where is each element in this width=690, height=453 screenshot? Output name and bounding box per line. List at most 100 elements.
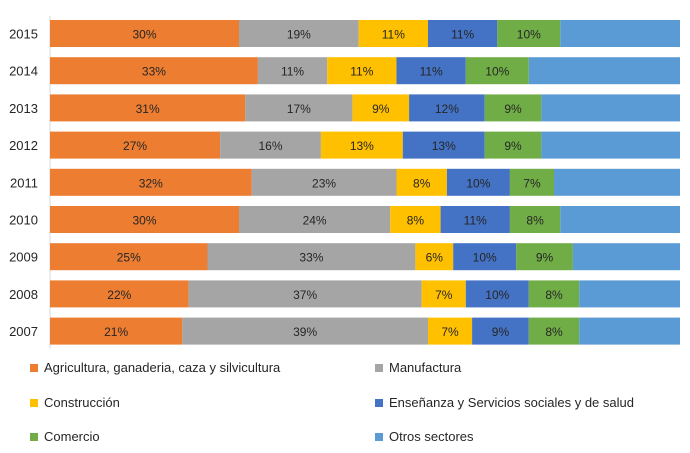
bar-segment bbox=[358, 20, 428, 47]
data-label: 10% bbox=[466, 176, 490, 190]
bar-segment bbox=[50, 57, 258, 85]
data-label: 33% bbox=[299, 251, 323, 265]
data-label: 7% bbox=[441, 325, 459, 339]
bar-segment bbox=[257, 57, 328, 85]
data-label: 23% bbox=[312, 176, 336, 190]
data-label: 9% bbox=[372, 102, 390, 116]
bar-segment bbox=[528, 280, 580, 308]
legend-swatch bbox=[30, 363, 38, 372]
bar-segment bbox=[50, 317, 183, 345]
bar-segment bbox=[207, 243, 416, 271]
bar-segment bbox=[50, 243, 208, 271]
bar-segment bbox=[320, 131, 403, 159]
legend-label: Enseñanza y Servicios sociales y de salu… bbox=[389, 395, 634, 410]
bar-segment bbox=[440, 206, 510, 233]
data-label: 19% bbox=[287, 28, 311, 42]
bar-segment bbox=[327, 57, 397, 85]
bar-segment bbox=[50, 20, 239, 47]
legend-swatch bbox=[30, 432, 38, 441]
y-tick-label: 2011 bbox=[10, 175, 38, 190]
legend-swatch bbox=[375, 398, 383, 407]
data-label: 6% bbox=[426, 251, 444, 265]
data-label: 8% bbox=[413, 176, 431, 190]
y-tick-label: 2014 bbox=[9, 64, 38, 79]
y-tick-label: 2007 bbox=[9, 324, 38, 339]
data-label: 21% bbox=[104, 325, 128, 339]
bar-segment bbox=[239, 206, 391, 233]
data-label: 11% bbox=[420, 65, 443, 79]
legend-swatch bbox=[375, 432, 383, 441]
data-label: 8% bbox=[526, 214, 544, 228]
chart-legend: Agricultura, ganaderia, caza y silvicult… bbox=[0, 356, 690, 453]
data-label: 25% bbox=[117, 251, 141, 265]
bar-segment bbox=[188, 280, 422, 308]
data-label: 11% bbox=[382, 28, 405, 42]
data-label: 12% bbox=[435, 102, 459, 116]
legend-item: Construcción bbox=[30, 395, 120, 410]
bar-segment bbox=[484, 94, 542, 122]
bar-segment bbox=[541, 94, 680, 122]
bar-segment bbox=[415, 243, 454, 271]
bar-segment bbox=[497, 20, 561, 47]
bar-segment bbox=[428, 317, 473, 345]
bar-segment bbox=[453, 243, 517, 271]
data-label: 17% bbox=[287, 102, 311, 116]
y-tick-label: 2010 bbox=[9, 213, 38, 228]
y-tick-label: 2008 bbox=[9, 287, 38, 302]
bar-segment bbox=[472, 317, 529, 345]
bar-segment bbox=[50, 206, 239, 233]
bar-segment bbox=[50, 94, 246, 122]
data-label: 10% bbox=[473, 251, 497, 265]
legend-item: Agricultura, ganaderia, caza y silvicult… bbox=[30, 360, 280, 375]
data-label: 11% bbox=[464, 214, 487, 228]
legend-swatch bbox=[375, 363, 383, 372]
bar-segment bbox=[572, 243, 680, 271]
data-label: 16% bbox=[258, 139, 282, 153]
bar-segment bbox=[421, 280, 466, 308]
y-tick-label: 2012 bbox=[9, 138, 38, 153]
data-label: 9% bbox=[536, 251, 554, 265]
bar-segment bbox=[554, 168, 680, 196]
legend-label: Construcción bbox=[44, 395, 120, 410]
data-label: 31% bbox=[136, 102, 160, 116]
data-label: 30% bbox=[132, 28, 156, 42]
data-label: 8% bbox=[545, 325, 563, 339]
bar-segment bbox=[402, 131, 485, 159]
bar-segment bbox=[428, 20, 498, 47]
legend-item: Comercio bbox=[30, 429, 100, 444]
data-label: 13% bbox=[350, 139, 374, 153]
legend-label: Comercio bbox=[44, 429, 100, 444]
data-label: 10% bbox=[485, 65, 509, 79]
data-label: 10% bbox=[517, 28, 541, 42]
data-label: 24% bbox=[303, 214, 327, 228]
legend-item: Enseñanza y Servicios sociales y de salu… bbox=[375, 395, 634, 410]
bar-segment bbox=[528, 57, 680, 85]
data-label: 10% bbox=[485, 288, 509, 302]
bar-segment bbox=[528, 317, 580, 345]
bar-segment bbox=[484, 131, 542, 159]
data-label: 8% bbox=[407, 214, 425, 228]
bar-segment bbox=[465, 280, 529, 308]
data-label: 8% bbox=[545, 288, 563, 302]
data-label: 11% bbox=[451, 28, 474, 42]
bar-segment bbox=[220, 131, 321, 159]
bar-segment bbox=[352, 94, 410, 122]
data-label: 7% bbox=[523, 176, 541, 190]
bar-segment bbox=[509, 168, 554, 196]
bar-segment bbox=[560, 206, 680, 233]
bar-segment bbox=[541, 131, 680, 159]
bar-segment bbox=[396, 57, 466, 85]
data-label: 37% bbox=[293, 288, 317, 302]
data-label: 9% bbox=[492, 325, 510, 339]
y-tick-label: 2009 bbox=[9, 250, 38, 265]
data-label: 32% bbox=[139, 176, 163, 190]
data-label: 27% bbox=[123, 139, 147, 153]
bar-segment bbox=[446, 168, 510, 196]
bar-segment bbox=[579, 317, 680, 345]
stacked-bar-chart: 2015 30% 19% 11% 11% 10% 2014 33% 11% 11% 11% 10% 20… bbox=[9, 16, 680, 349]
bar-segment bbox=[516, 243, 573, 271]
legend-item: Manufactura bbox=[375, 360, 461, 375]
bar-segment bbox=[245, 94, 353, 122]
data-label: 11% bbox=[281, 65, 304, 79]
bar-segment bbox=[50, 168, 252, 196]
